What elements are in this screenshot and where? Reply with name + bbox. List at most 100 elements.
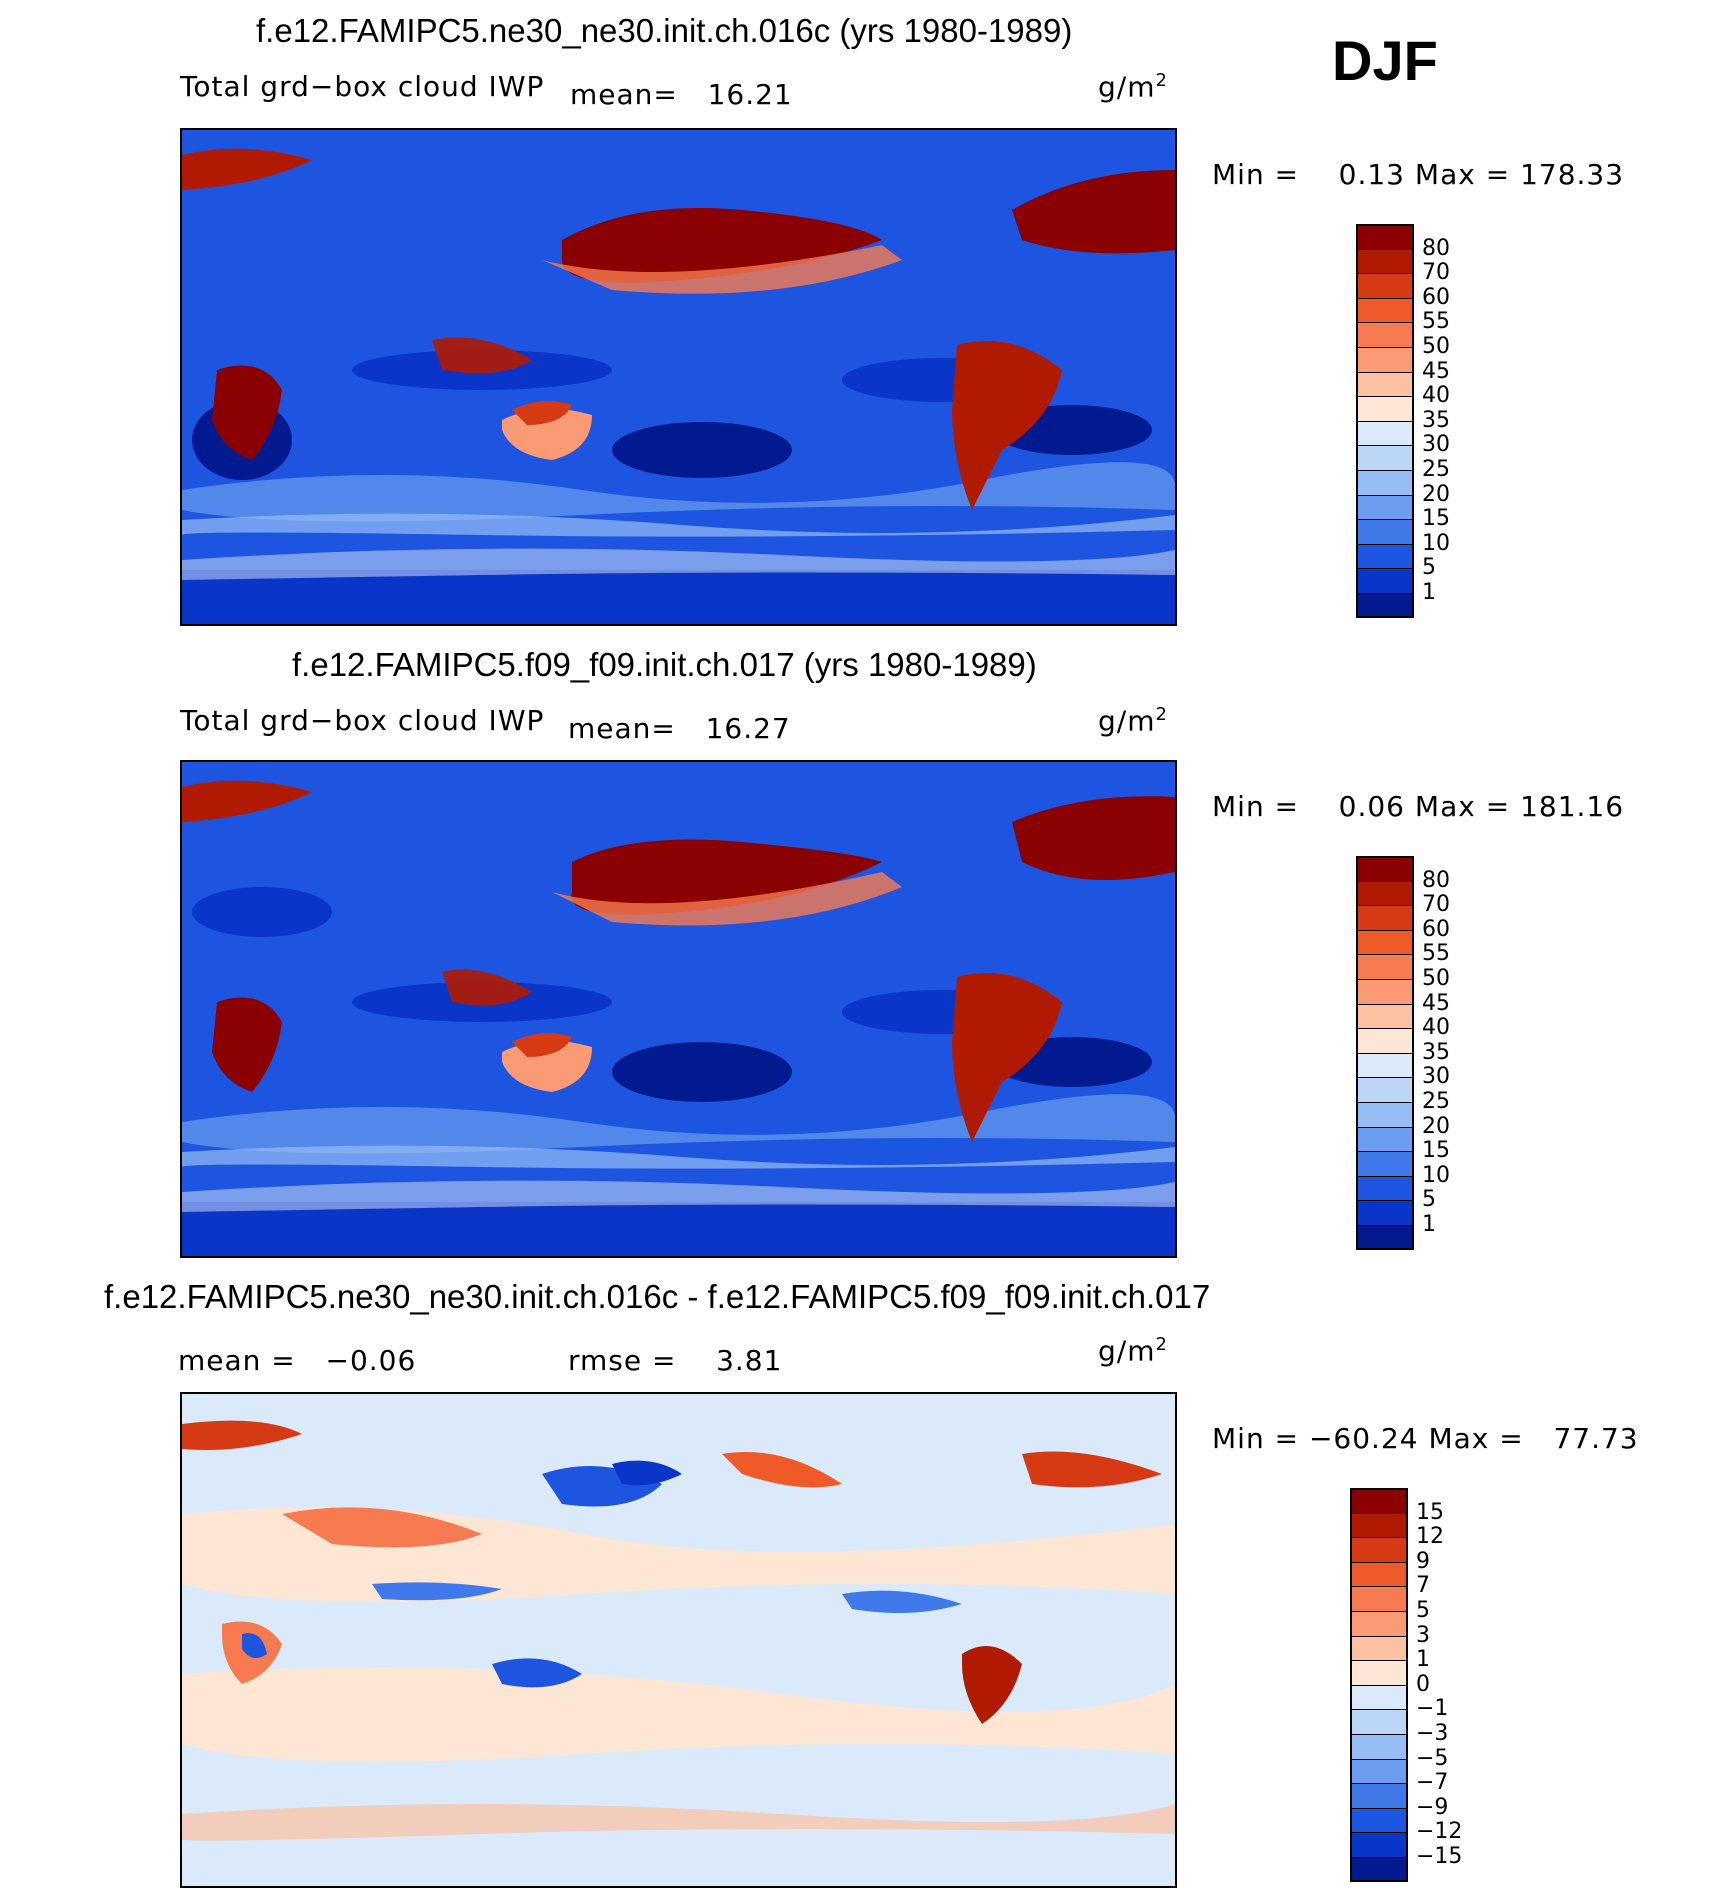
colorbar-label: 20 — [1422, 481, 1450, 507]
panel3-max-value: 77.73 — [1553, 1422, 1639, 1455]
colorbar-label: 55 — [1422, 941, 1450, 967]
colorbar-swatch — [1356, 1003, 1414, 1029]
colorbar-swatch — [1356, 1028, 1414, 1053]
panel1-mean-value: 16.21 — [707, 78, 793, 111]
colorbar-swatch — [1350, 1832, 1408, 1857]
colorbar-swatch — [1350, 1684, 1408, 1710]
colorbar-label: 3 — [1416, 1622, 1430, 1648]
colorbar-swatch — [1356, 273, 1414, 298]
panel1-minmax: Min = 0.13 Max = 178.33 — [1212, 158, 1624, 191]
panel3-rmse-label: rmse = — [568, 1344, 677, 1377]
panel2-max-value: 181.16 — [1520, 790, 1625, 823]
panel3-mean: mean = −0.06 — [178, 1344, 416, 1377]
colorbar-swatch — [1350, 1488, 1408, 1513]
colorbar-swatch — [1350, 1758, 1408, 1784]
colorbar-swatch — [1356, 593, 1414, 618]
colorbar-label: 25 — [1422, 1089, 1450, 1114]
panel2-mean: mean= 16.27 — [568, 712, 791, 745]
colorbar-label: 80 — [1422, 867, 1450, 893]
colorbar-label: 9 — [1416, 1548, 1430, 1574]
panel3-min-label: Min = — [1212, 1422, 1300, 1455]
panel2-map-field — [182, 762, 1175, 1256]
panel2-mean-label: mean= — [568, 712, 676, 745]
colorbar-label: 10 — [1422, 530, 1450, 556]
panel1-mean-label: mean= — [570, 78, 678, 111]
colorbar-label: 15 — [1422, 506, 1450, 532]
colorbar-label: −7 — [1416, 1770, 1449, 1796]
panel2-variable: Total grd−box cloud IWP — [180, 704, 545, 737]
colorbar-label: 60 — [1422, 284, 1450, 310]
panel3-rmse-value: 3.81 — [716, 1344, 783, 1377]
colorbar-swatch — [1350, 1783, 1408, 1808]
panel1-map — [180, 128, 1177, 626]
colorbar-label: 15 — [1416, 1499, 1444, 1525]
colorbar-swatch — [1350, 1635, 1408, 1661]
panel3-units-exp: 2 — [1155, 1334, 1168, 1355]
colorbar-swatch — [1356, 1151, 1414, 1176]
colorbar-swatch — [1350, 1512, 1408, 1538]
colorbar-swatch — [1356, 396, 1414, 421]
panel1-map-field — [182, 130, 1175, 624]
colorbar-label: 5 — [1422, 1187, 1436, 1213]
colorbar-swatch — [1356, 248, 1414, 274]
colorbar-swatch — [1350, 1660, 1408, 1685]
colorbar-swatch — [1356, 1102, 1414, 1127]
colorbar-swatch — [1356, 1052, 1414, 1078]
colorbar-label: 1 — [1416, 1647, 1430, 1673]
panel3-title: f.e12.FAMIPC5.ne30_ne30.init.ch.016c - f… — [104, 1278, 1211, 1315]
panel2-title: f.e12.FAMIPC5.f09_f09.init.ch.017 (yrs 1… — [292, 646, 1037, 683]
panel1-units-exp: 2 — [1155, 70, 1168, 91]
colorbar-label: 0 — [1416, 1671, 1430, 1697]
colorbar-label: 60 — [1422, 916, 1450, 942]
colorbar-label: −9 — [1416, 1794, 1449, 1820]
colorbar-swatch — [1356, 1175, 1414, 1201]
colorbar-label: −5 — [1416, 1745, 1449, 1771]
colorbar-label: −12 — [1416, 1819, 1463, 1845]
panel3-minmax: Min = −60.24 Max = 77.73 — [1212, 1422, 1639, 1455]
colorbar-swatch — [1356, 1126, 1414, 1152]
colorbar-swatch — [1356, 470, 1414, 495]
colorbar-label: −15 — [1416, 1844, 1463, 1869]
colorbar-swatch — [1356, 954, 1414, 979]
colorbar-label: 35 — [1422, 407, 1450, 433]
panel3-rmse: rmse = 3.81 — [568, 1344, 782, 1377]
panel1-variable: Total grd−box cloud IWP — [180, 70, 545, 103]
colorbar-swatch — [1356, 905, 1414, 930]
panel1-units: g/m2 — [1098, 70, 1168, 103]
colorbar-label: 1 — [1422, 1212, 1436, 1237]
colorbar-label: 10 — [1422, 1162, 1450, 1188]
colorbar-label: 20 — [1422, 1113, 1450, 1139]
colorbar-label: 30 — [1422, 1064, 1450, 1090]
panel1-title: f.e12.FAMIPC5.ne30_ne30.init.ch.016c (yr… — [256, 12, 1073, 49]
panel2-units-base: g/m — [1098, 704, 1156, 738]
panel3-max-label: Max = — [1428, 1422, 1524, 1455]
colorbar-swatch — [1356, 519, 1414, 544]
colorbar-label: 12 — [1416, 1524, 1444, 1550]
colorbar-label: 40 — [1422, 383, 1450, 409]
colorbar-label: 40 — [1422, 1015, 1450, 1041]
colorbar-swatch — [1350, 1561, 1408, 1587]
colorbar-swatch — [1356, 297, 1414, 323]
panel2-units: g/m2 — [1098, 704, 1168, 737]
colorbar-swatch — [1356, 568, 1414, 593]
panel3-units-base: g/m — [1098, 1334, 1156, 1368]
colorbar-swatch — [1356, 880, 1414, 906]
colorbar-swatch — [1350, 1611, 1408, 1636]
season-label: DJF — [1332, 29, 1438, 92]
panel3-mean-value: −0.06 — [325, 1344, 417, 1377]
panel3-map — [180, 1392, 1177, 1888]
panel2-min-value: 0.06 — [1338, 790, 1405, 823]
colorbar-swatch — [1356, 420, 1414, 446]
colorbar-swatch — [1350, 1734, 1408, 1759]
panel3-mean-label: mean = — [178, 1344, 296, 1377]
colorbar-swatch — [1350, 1857, 1408, 1882]
colorbar-label: 50 — [1422, 334, 1450, 359]
colorbar-label: 30 — [1422, 432, 1450, 458]
panel2-mean-value: 16.27 — [705, 712, 791, 745]
panel3-map-field — [182, 1394, 1175, 1886]
colorbar-swatch — [1350, 1537, 1408, 1562]
panel2-map — [180, 760, 1177, 1258]
colorbar-label: 5 — [1422, 555, 1436, 581]
panel3-min-value: −60.24 — [1308, 1422, 1419, 1455]
colorbar-swatch — [1356, 1200, 1414, 1225]
